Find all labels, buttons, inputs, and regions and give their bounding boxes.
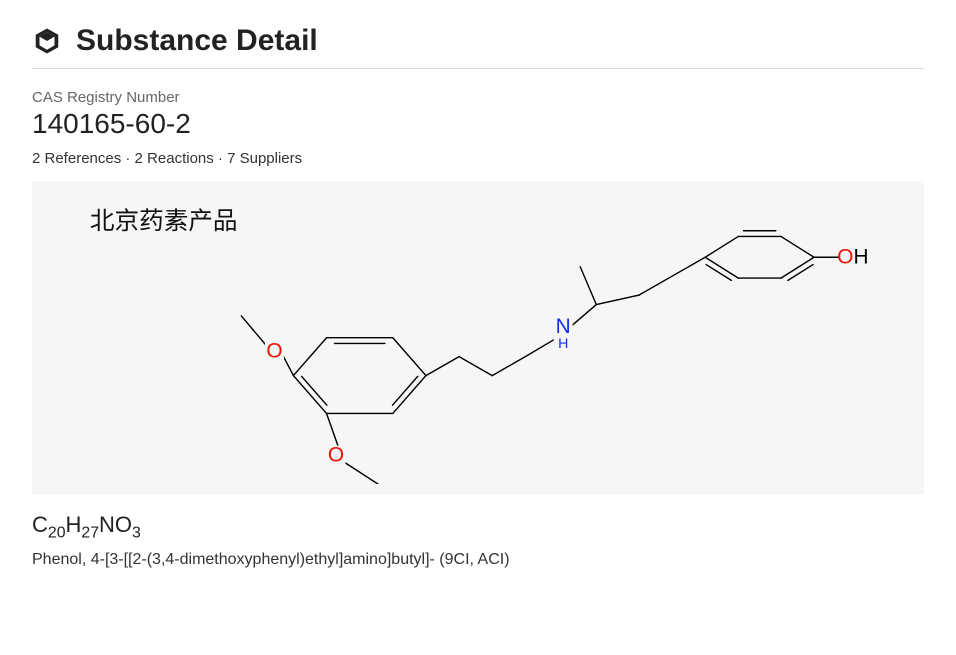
svg-text:OH: OH — [837, 245, 868, 268]
molecular-formula: C20H27NO3 — [32, 512, 924, 542]
svg-text:O: O — [328, 444, 344, 467]
watermark-text: 北京药素产品 — [90, 207, 238, 235]
page-header: Substance Detail — [32, 24, 924, 69]
page-title: Substance Detail — [76, 24, 318, 58]
structure-svg: 北京药素产品 O O NH OH — [52, 191, 904, 484]
svg-text:H: H — [558, 336, 568, 352]
svg-text:N: N — [556, 315, 571, 338]
compound-name: Phenol, 4-[3-[[2-(3,4-dimethoxyphenyl)et… — [32, 551, 924, 569]
svg-text:O: O — [266, 339, 282, 362]
cas-label: CAS Registry Number — [32, 89, 924, 106]
structure-panel: 北京药素产品 O O NH OH — [32, 181, 924, 494]
cas-block: CAS Registry Number 140165-60-2 2 Refere… — [32, 89, 924, 167]
counts-text: 2 References · 2 Reactions · 7 Suppliers — [32, 150, 924, 167]
substance-icon — [32, 26, 62, 56]
cas-number: 140165-60-2 — [32, 108, 924, 140]
